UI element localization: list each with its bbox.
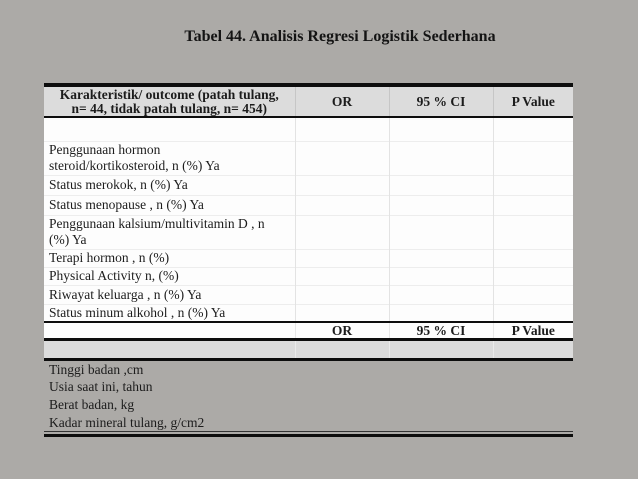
ci-cell [388, 140, 493, 175]
p-cell [492, 248, 573, 267]
row-label: Riwayat keluarga , n (%) Ya [44, 284, 295, 304]
gray-spacer-row [44, 339, 573, 359]
header-ci: 95 % CI [388, 85, 493, 117]
regression-table: Karakteristik/ outcome (patah tulang, n=… [44, 83, 573, 437]
header-p-value: P Value [492, 85, 573, 117]
ci-cell [388, 174, 493, 195]
ci-cell [388, 284, 493, 304]
table-title: Tabel 44. Analisis Regresi Logistik Sede… [184, 28, 496, 45]
table-row: Berat badan, kg [44, 396, 573, 414]
row-label: Physical Activity n, (%) [44, 266, 295, 285]
table-row: Status minum alkohol , n (%) Ya [44, 303, 573, 322]
mid-header-blank [44, 322, 295, 340]
p-cell [492, 174, 573, 195]
mid-header-ci: 95 % CI [388, 321, 493, 339]
p-cell [492, 117, 573, 141]
p-cell [492, 339, 573, 359]
row-label: Berat badan, kg [49, 397, 135, 412]
row-label: Penggunaan hormon steroid/kortikosteroid… [44, 140, 295, 175]
mid-header-p-value: P Value [492, 321, 573, 339]
table-row: Terapi hormon , n (%) [44, 248, 573, 267]
table-row: Penggunaan hormon steroid/kortikosteroid… [44, 140, 573, 175]
row-label: Status menopause , n (%) Ya [44, 194, 295, 215]
row-label [44, 339, 295, 359]
or-cell [294, 248, 389, 267]
ci-cell [388, 303, 493, 322]
header-characteristic-line1: Karakteristik/ outcome (patah tulang, [59, 87, 279, 102]
table-row: Usia saat ini, tahun [44, 378, 573, 396]
table-row: Status menopause , n (%) Ya [44, 194, 573, 215]
row-label: Usia saat ini, tahun [49, 379, 153, 394]
table-row: Riwayat keluarga , n (%) Ya [44, 284, 573, 304]
table-row: Tinggi badan ,cm [44, 359, 573, 378]
ci-cell [388, 266, 493, 285]
ci-cell [388, 214, 493, 249]
mid-header-row: OR 95 % CI P Value [44, 321, 573, 340]
or-cell [294, 140, 389, 175]
ci-cell [388, 194, 493, 215]
row-label: Penggunaan kalsium/multivitamin D , n (%… [44, 214, 295, 249]
header-characteristic-line2: n= 44, tidak patah tulang, n= 454) [71, 101, 267, 116]
or-cell [294, 174, 389, 195]
table-header-row: Karakteristik/ outcome (patah tulang, n=… [44, 85, 573, 117]
characteristics-table: Karakteristik/ outcome (patah tulang, n=… [44, 83, 573, 432]
ci-cell [388, 248, 493, 267]
p-cell [492, 214, 573, 249]
row-label: Kadar mineral tulang, g/cm2 [44, 413, 573, 432]
header-or: OR [294, 85, 389, 117]
row-label: Status merokok, n (%) Ya [44, 174, 295, 195]
p-cell [492, 266, 573, 285]
or-cell [294, 194, 389, 215]
table-row: Penggunaan kalsium/multivitamin D , n (%… [44, 214, 573, 249]
ci-cell [388, 117, 493, 141]
ci-cell [388, 339, 493, 359]
row-label: Status minum alkohol , n (%) Ya [44, 303, 295, 322]
or-cell [294, 266, 389, 285]
table-row: Kadar mineral tulang, g/cm2 [44, 413, 573, 432]
or-cell [294, 284, 389, 304]
row-label [44, 117, 295, 141]
or-cell [294, 117, 389, 141]
row-label: Terapi hormon , n (%) [44, 248, 295, 267]
header-characteristic: Karakteristik/ outcome (patah tulang, n=… [44, 85, 295, 117]
p-cell [492, 303, 573, 322]
or-cell [294, 339, 389, 359]
or-cell [294, 214, 389, 249]
table-row: Status merokok, n (%) Ya [44, 174, 573, 195]
table-row-blank [44, 117, 573, 141]
mid-header-or: OR [294, 321, 389, 339]
p-cell [492, 140, 573, 175]
p-cell [492, 194, 573, 215]
p-cell [492, 284, 573, 304]
table-row: Physical Activity n, (%) [44, 266, 573, 285]
row-label: Tinggi badan ,cm [49, 361, 144, 377]
or-cell [294, 303, 389, 322]
